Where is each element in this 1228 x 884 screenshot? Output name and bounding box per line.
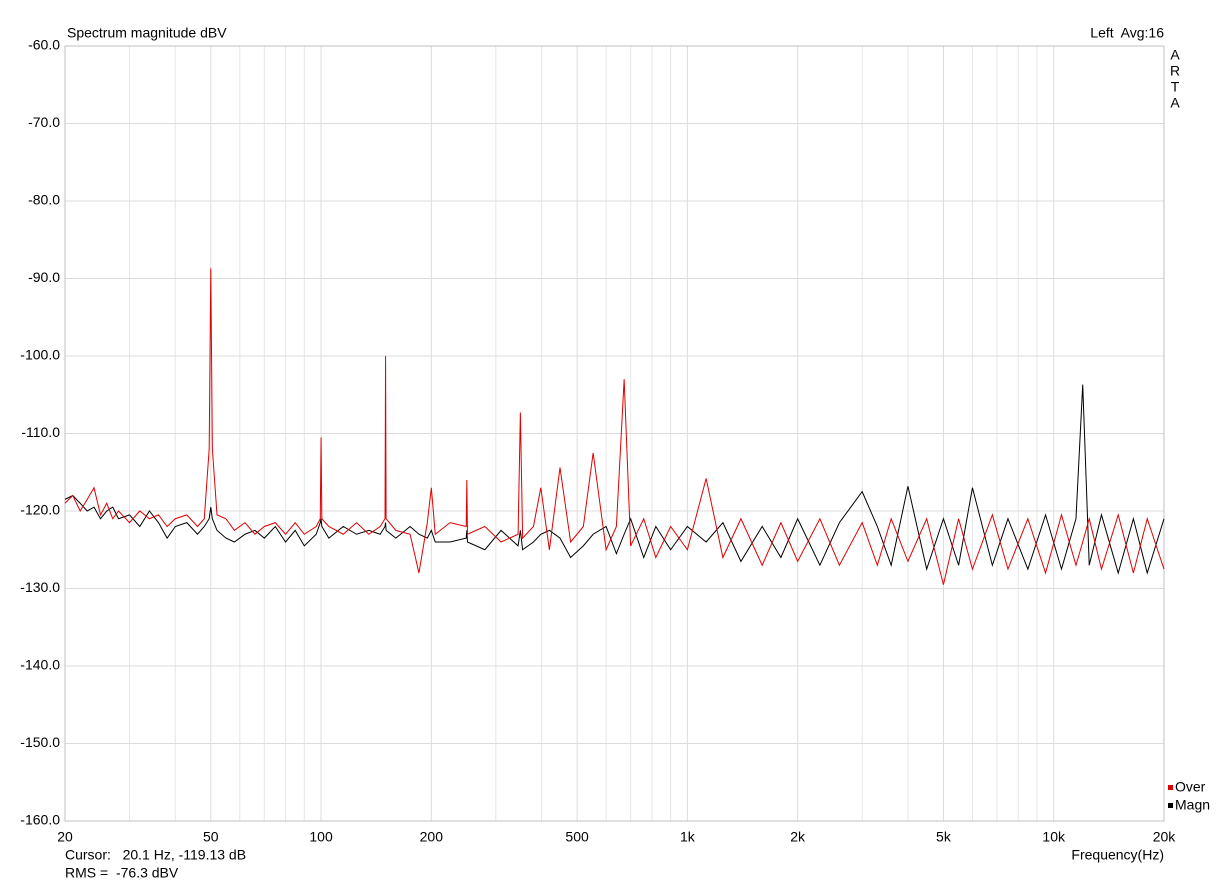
y-tick-label: -70.0	[28, 114, 60, 130]
x-tick-label: 1k	[680, 829, 696, 845]
brand-letter: T	[1171, 79, 1180, 95]
y-tick-label: -120.0	[20, 502, 60, 518]
y-tick-label: -130.0	[20, 579, 60, 595]
brand-letter: R	[1170, 63, 1180, 79]
series-line	[64, 268, 1165, 585]
y-tick-label: -60.0	[28, 37, 60, 53]
x-tick-label: 20	[57, 829, 73, 845]
channel-label: Left Avg:16	[1090, 25, 1164, 41]
legend-label: Magn	[1175, 797, 1210, 813]
x-tick-label: 10k	[1042, 829, 1066, 845]
y-tick-label: -100.0	[20, 347, 60, 363]
y-tick-label: -140.0	[20, 657, 60, 673]
x-tick-label: 20k	[1153, 829, 1177, 845]
chart-title: Spectrum magnitude dBV	[67, 25, 227, 41]
y-tick-label: -80.0	[28, 192, 60, 208]
y-tick-label: -110.0	[21, 424, 60, 440]
x-tick-label: 500	[565, 829, 589, 845]
x-tick-label: 50	[203, 829, 219, 845]
y-tick-label: -90.0	[28, 269, 60, 285]
x-tick-label: 100	[309, 829, 333, 845]
plot-frame	[64, 45, 1165, 822]
legend-swatch	[1168, 803, 1173, 808]
x-tick-label: 2k	[790, 829, 806, 845]
y-tick-label: -160.0	[20, 812, 60, 828]
cursor-readout: Cursor: 20.1 Hz, -119.13 dB	[65, 847, 246, 863]
brand-letter: A	[1170, 47, 1180, 63]
brand-letter: A	[1170, 95, 1180, 111]
legend-label: Over	[1175, 779, 1206, 795]
y-tick-label: -150.0	[20, 734, 60, 750]
rms-readout: RMS = -76.3 dBV	[65, 865, 179, 881]
x-tick-label: 200	[420, 829, 444, 845]
legend-swatch	[1168, 785, 1173, 790]
x-axis-label: Frequency(Hz)	[1071, 847, 1164, 863]
x-tick-label: 5k	[936, 829, 952, 845]
series-line	[64, 384, 1165, 575]
